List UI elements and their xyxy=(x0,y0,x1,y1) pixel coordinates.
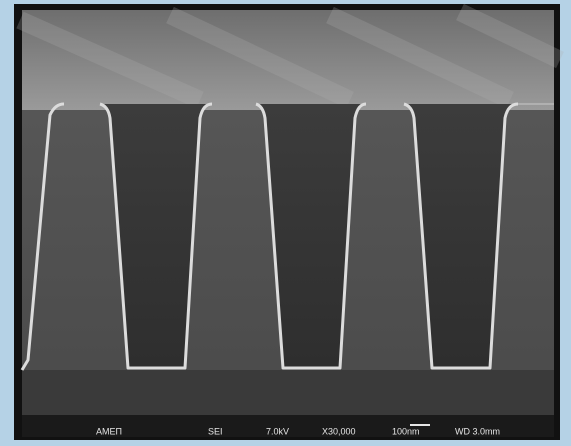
sem-image: AMEΠ SEI 7.0kV X30,000 100nm WD 3.0mm xyxy=(0,0,571,446)
scale-label: 100nm xyxy=(392,426,420,436)
detector-label: SEI xyxy=(208,426,223,436)
page: {"caption": {"lab": "AMEΠ", "detector": … xyxy=(0,0,571,446)
magnification-label: X30,000 xyxy=(322,426,356,436)
wd-label: WD 3.0mm xyxy=(455,426,500,436)
voltage-label: 7.0kV xyxy=(266,426,289,436)
trench-floor xyxy=(22,370,554,415)
lab-label: AMEΠ xyxy=(96,426,122,436)
